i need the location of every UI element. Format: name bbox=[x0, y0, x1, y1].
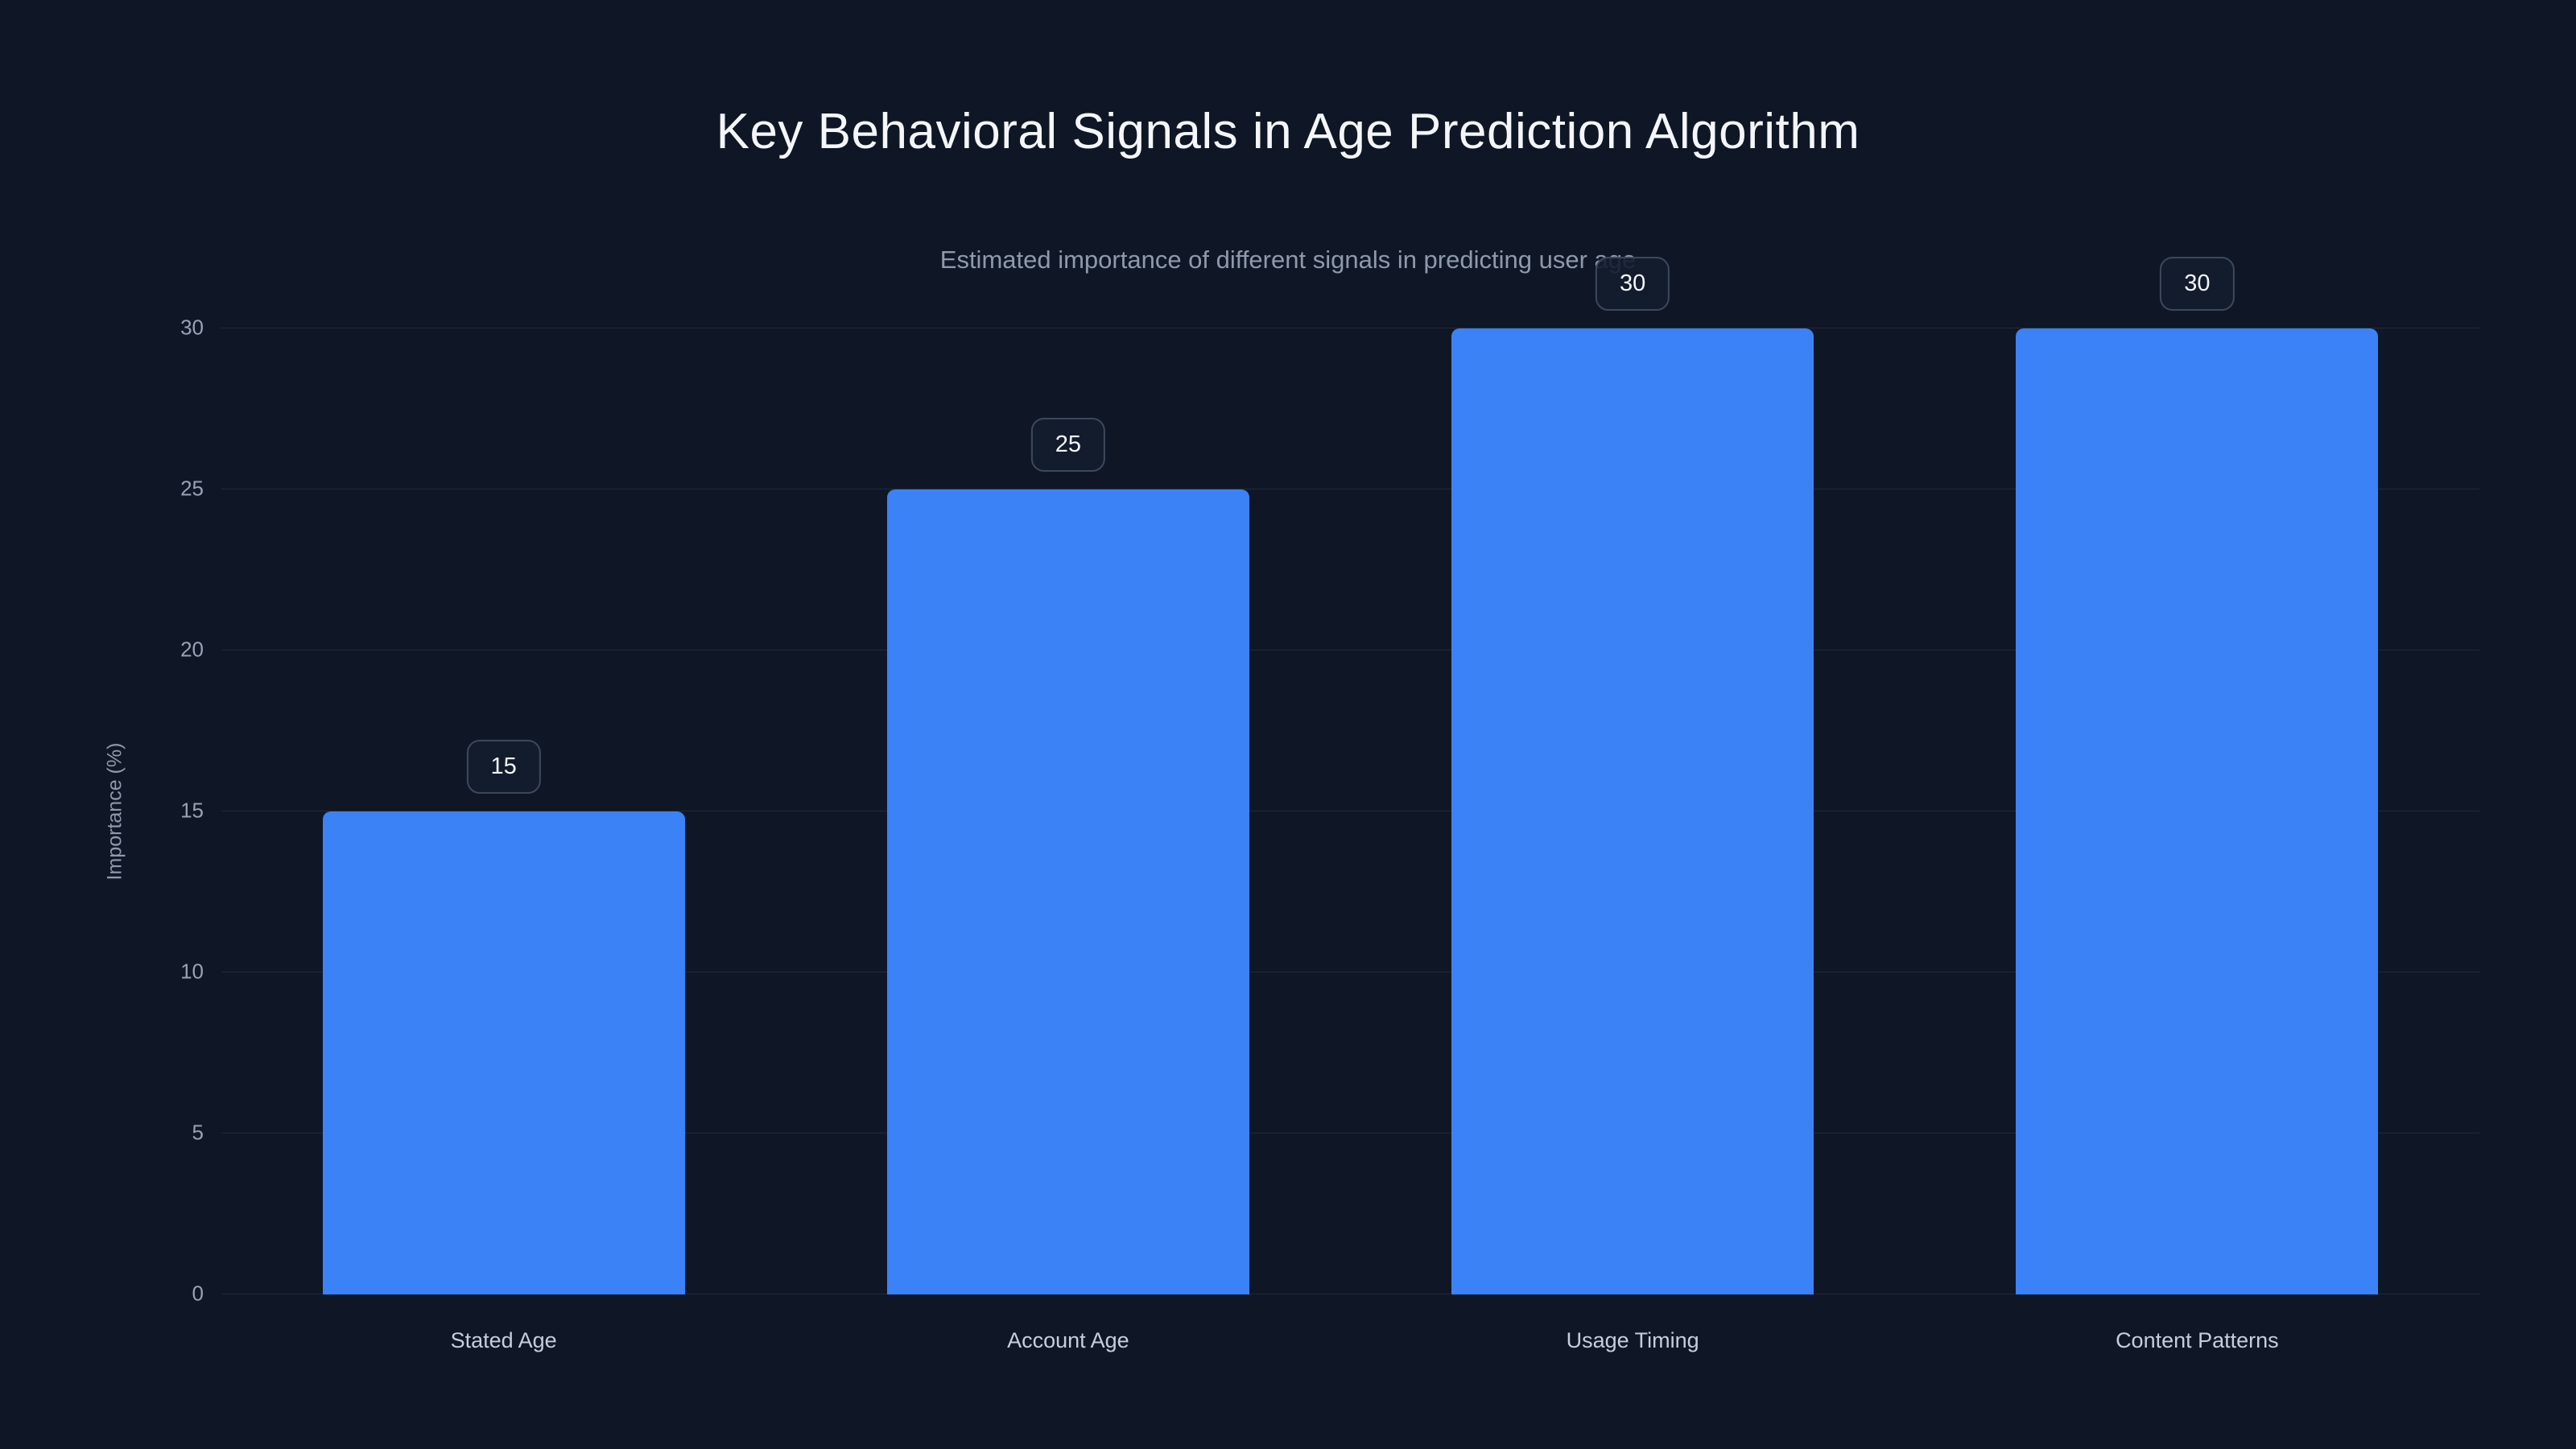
bar-usage-timing[interactable] bbox=[1451, 328, 1814, 1294]
y-tick-label: 15 bbox=[180, 798, 204, 823]
y-tick-label: 30 bbox=[180, 315, 204, 340]
y-tick-label: 20 bbox=[180, 637, 204, 662]
x-category-label: Content Patterns bbox=[2116, 1328, 2279, 1352]
bar-content-patterns[interactable] bbox=[2016, 328, 2379, 1294]
y-tick-label: 0 bbox=[192, 1281, 204, 1306]
value-badge: 15 bbox=[466, 740, 541, 794]
chart-subtitle: Estimated importance of different signal… bbox=[939, 246, 1637, 274]
bar-stated-age[interactable] bbox=[322, 811, 685, 1294]
x-category-label: Stated Age bbox=[450, 1328, 557, 1352]
value-badge: 25 bbox=[1030, 418, 1106, 472]
chart-title: Key Behavioral Signals in Age Prediction… bbox=[716, 104, 1860, 159]
y-tick-label: 25 bbox=[180, 476, 204, 501]
value-badge: 30 bbox=[2160, 257, 2235, 311]
value-badge: 30 bbox=[1595, 257, 1670, 311]
y-tick-label: 5 bbox=[192, 1120, 204, 1145]
plot-area: 0 5 10 15 20 25 30 15 Stated Age 25 Account Age 30 U… bbox=[180, 257, 2479, 1352]
x-category-label: Usage Timing bbox=[1566, 1328, 1699, 1352]
y-axis-label: Importance (%) bbox=[103, 742, 126, 881]
y-tick-label: 10 bbox=[180, 959, 204, 984]
bar-account-age[interactable] bbox=[886, 489, 1249, 1294]
x-category-label: Account Age bbox=[1007, 1328, 1129, 1352]
